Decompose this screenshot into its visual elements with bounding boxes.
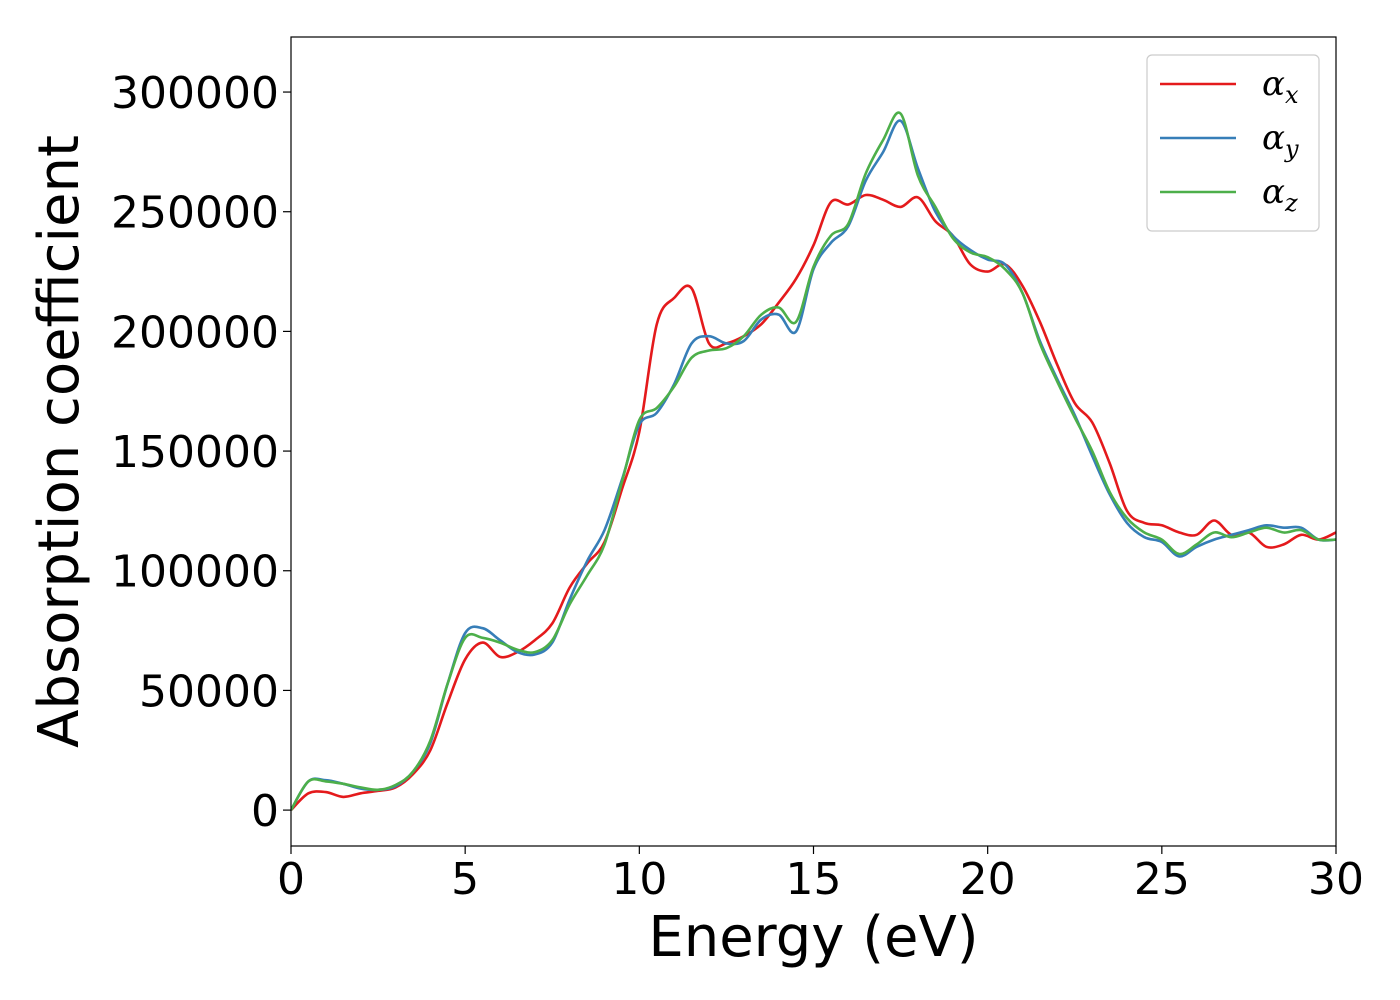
y-tick-label: 0 bbox=[251, 786, 279, 837]
x-tick-label: 30 bbox=[1308, 854, 1364, 905]
legend-label-alpha-z: αz bbox=[1262, 172, 1298, 217]
x-axis: 0 5 10 15 20 25 30 bbox=[277, 846, 1364, 905]
legend-label-alpha-x: αx bbox=[1262, 64, 1299, 109]
y-axis: 0 50000 100000 150000 200000 250000 300000 bbox=[111, 68, 291, 837]
x-tick-label: 20 bbox=[960, 854, 1016, 905]
x-tick-label: 10 bbox=[611, 854, 667, 905]
legend-label-alpha-y: αy bbox=[1262, 118, 1299, 163]
x-axis-title: Energy (eV) bbox=[648, 905, 978, 970]
x-tick-label: 15 bbox=[786, 854, 842, 905]
y-tick-label: 250000 bbox=[111, 188, 279, 239]
series-layer bbox=[291, 111, 1336, 812]
series-line-alpha-z bbox=[291, 111, 1336, 811]
x-tick-label: 25 bbox=[1134, 854, 1190, 905]
y-tick-label: 50000 bbox=[139, 666, 279, 717]
y-tick-label: 100000 bbox=[111, 547, 279, 598]
legend-box bbox=[1146, 54, 1320, 232]
y-tick-label: 150000 bbox=[111, 427, 279, 478]
y-tick-label: 300000 bbox=[111, 68, 279, 119]
x-tick-label: 5 bbox=[451, 854, 479, 905]
series-line-alpha-x bbox=[291, 193, 1336, 812]
x-tick-label: 0 bbox=[277, 854, 305, 905]
y-tick-label: 200000 bbox=[111, 307, 279, 358]
y-axis-title: Absorption coefficient bbox=[27, 135, 92, 748]
legend: αx αy αz bbox=[1146, 54, 1320, 232]
